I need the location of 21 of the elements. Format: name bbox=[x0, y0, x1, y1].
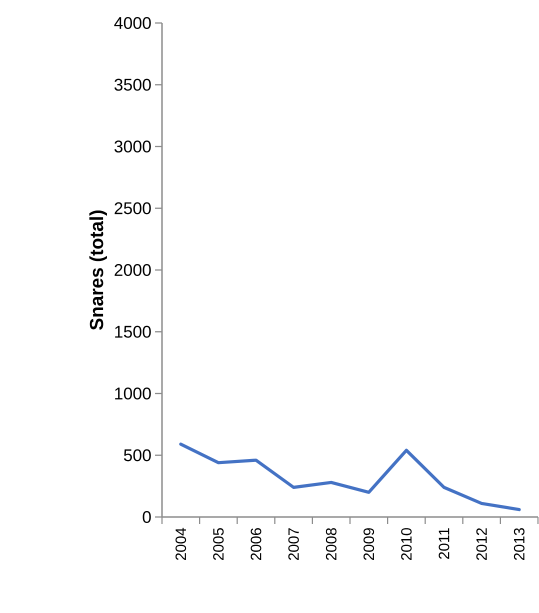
x-tick-label: 2011 bbox=[438, 528, 450, 559]
y-tick-label: 3000 bbox=[114, 140, 151, 152]
y-tick-label: 0 bbox=[142, 511, 151, 523]
x-tick-label: 2008 bbox=[326, 528, 337, 560]
x-tick-label: 2009 bbox=[364, 528, 374, 560]
x-tick-label: 2012 bbox=[476, 528, 488, 560]
x-tick-label: 2007 bbox=[288, 528, 300, 560]
x-tick-label: 2010 bbox=[401, 528, 412, 560]
y-tick-label: 2000 bbox=[114, 264, 151, 276]
x-tick-label: 2013 bbox=[514, 528, 525, 560]
line-series bbox=[179, 442, 521, 512]
y-axis-title: Snares (total) bbox=[89, 210, 108, 330]
y-tick-label: 3500 bbox=[114, 78, 151, 91]
y-tick-label: 1500 bbox=[115, 326, 151, 338]
x-tick-label: 2006 bbox=[250, 528, 262, 560]
y-tick-label: 2500 bbox=[114, 202, 151, 214]
x-tick-label: 2004 bbox=[176, 528, 186, 560]
y-tick-label: 500 bbox=[124, 449, 151, 462]
y-tick-label: 4000 bbox=[114, 17, 151, 29]
x-tick-label: 2005 bbox=[213, 528, 224, 560]
y-tick-label: 1000 bbox=[115, 388, 151, 400]
